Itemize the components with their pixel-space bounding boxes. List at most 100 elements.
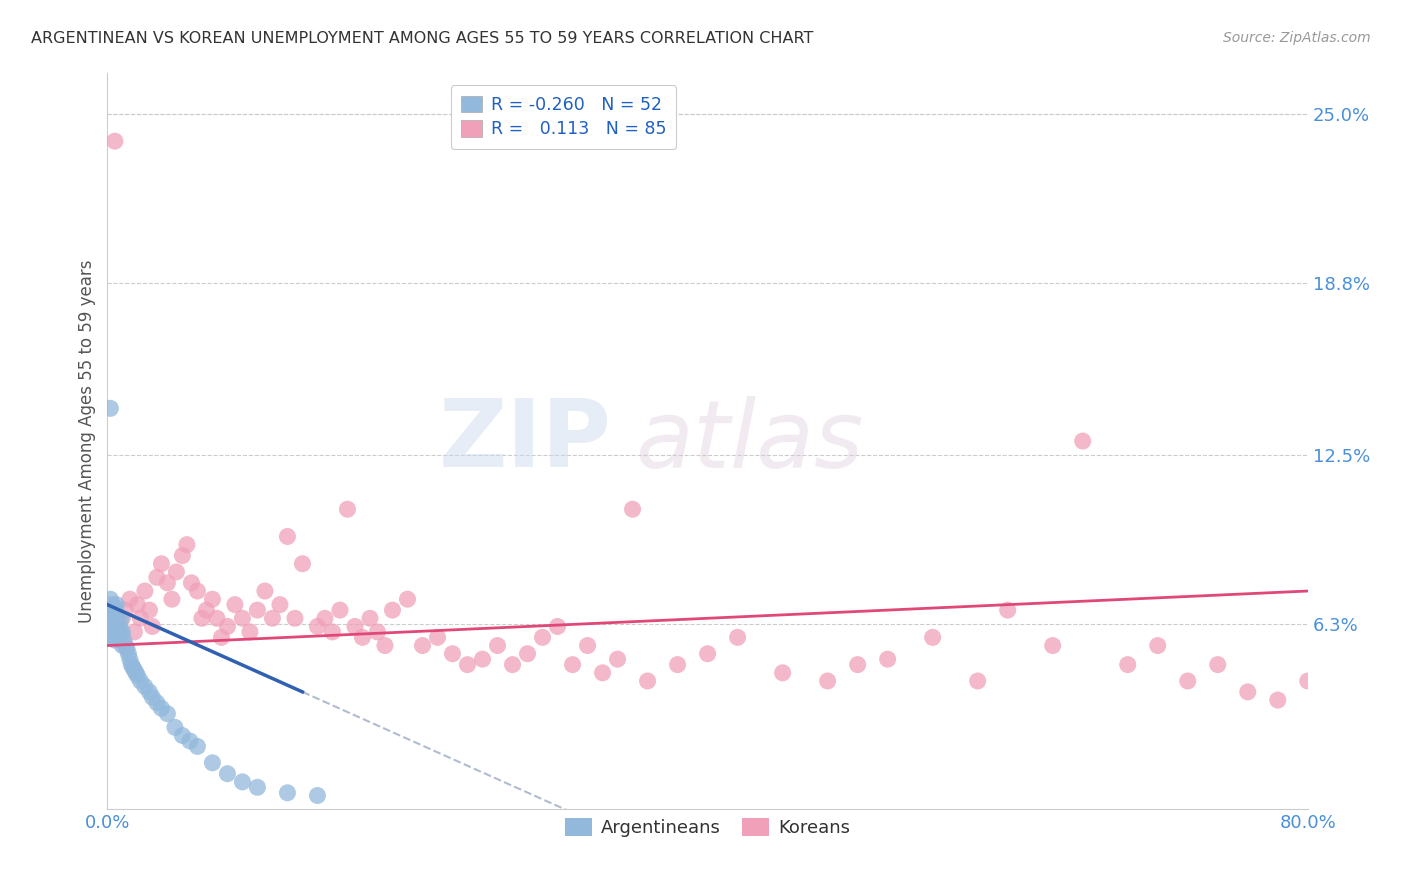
Point	[160, 592, 183, 607]
Point	[105, 598, 128, 612]
Point	[104, 616, 127, 631]
Point	[201, 592, 224, 607]
Point	[180, 575, 202, 590]
Point	[111, 624, 134, 639]
Point	[127, 598, 149, 612]
Y-axis label: Unemployment Among Ages 55 to 59 years: Unemployment Among Ages 55 to 59 years	[79, 260, 96, 623]
Point	[129, 611, 152, 625]
Point	[307, 789, 329, 803]
Point	[471, 652, 494, 666]
Point	[1327, 657, 1350, 672]
Point	[141, 690, 163, 705]
Point	[576, 639, 599, 653]
Point	[165, 565, 187, 579]
Point	[1177, 673, 1199, 688]
Point	[104, 633, 127, 648]
Point	[105, 631, 128, 645]
Point	[502, 657, 524, 672]
Point	[124, 663, 146, 677]
Point	[336, 502, 359, 516]
Point	[172, 729, 194, 743]
Point	[111, 639, 134, 653]
Point	[108, 619, 131, 633]
Point	[134, 680, 156, 694]
Point	[114, 603, 136, 617]
Legend: Argentineans, Koreans: Argentineans, Koreans	[558, 811, 858, 845]
Point	[381, 603, 404, 617]
Point	[103, 603, 125, 617]
Point	[253, 584, 276, 599]
Point	[997, 603, 1019, 617]
Point	[205, 611, 228, 625]
Point	[516, 647, 538, 661]
Point	[138, 603, 160, 617]
Point	[606, 652, 628, 666]
Text: atlas: atlas	[636, 395, 863, 486]
Point	[1206, 657, 1229, 672]
Point	[156, 575, 179, 590]
Point	[104, 600, 127, 615]
Point	[100, 592, 122, 607]
Point	[343, 619, 366, 633]
Point	[366, 624, 388, 639]
Point	[105, 614, 128, 628]
Point	[186, 739, 208, 754]
Point	[97, 611, 120, 625]
Point	[110, 611, 132, 625]
Point	[1296, 673, 1319, 688]
Point	[146, 570, 169, 584]
Point	[100, 631, 122, 645]
Point	[239, 624, 262, 639]
Point	[359, 611, 381, 625]
Point	[276, 529, 298, 543]
Point	[276, 786, 298, 800]
Text: Source: ZipAtlas.com: Source: ZipAtlas.com	[1223, 31, 1371, 45]
Point	[547, 619, 569, 633]
Point	[107, 608, 129, 623]
Point	[118, 592, 141, 607]
Point	[112, 633, 135, 648]
Point	[307, 619, 329, 633]
Point	[352, 631, 374, 645]
Point	[172, 549, 194, 563]
Point	[163, 720, 186, 734]
Point	[127, 668, 149, 682]
Point	[246, 780, 269, 795]
Point	[195, 603, 218, 617]
Point	[1267, 693, 1289, 707]
Point	[441, 647, 464, 661]
Point	[561, 657, 583, 672]
Point	[921, 631, 943, 645]
Point	[100, 616, 122, 631]
Text: ZIP: ZIP	[439, 395, 612, 487]
Point	[150, 557, 173, 571]
Point	[118, 652, 141, 666]
Point	[396, 592, 419, 607]
Text: ARGENTINEAN VS KOREAN UNEMPLOYMENT AMONG AGES 55 TO 59 YEARS CORRELATION CHART: ARGENTINEAN VS KOREAN UNEMPLOYMENT AMONG…	[31, 31, 813, 46]
Point	[246, 603, 269, 617]
Point	[269, 598, 291, 612]
Point	[110, 624, 132, 639]
Point	[103, 619, 125, 633]
Point	[457, 657, 479, 672]
Point	[1386, 665, 1406, 680]
Point	[101, 608, 124, 623]
Point	[284, 611, 307, 625]
Point	[411, 639, 433, 653]
Point	[115, 641, 138, 656]
Point	[1146, 639, 1168, 653]
Point	[374, 639, 396, 653]
Point	[120, 657, 142, 672]
Point	[426, 631, 449, 645]
Point	[138, 685, 160, 699]
Point	[727, 631, 749, 645]
Point	[104, 134, 127, 148]
Point	[314, 611, 336, 625]
Point	[1071, 434, 1094, 448]
Point	[231, 611, 253, 625]
Point	[592, 665, 614, 680]
Point	[191, 611, 214, 625]
Point	[100, 401, 122, 416]
Point	[1116, 657, 1139, 672]
Point	[531, 631, 554, 645]
